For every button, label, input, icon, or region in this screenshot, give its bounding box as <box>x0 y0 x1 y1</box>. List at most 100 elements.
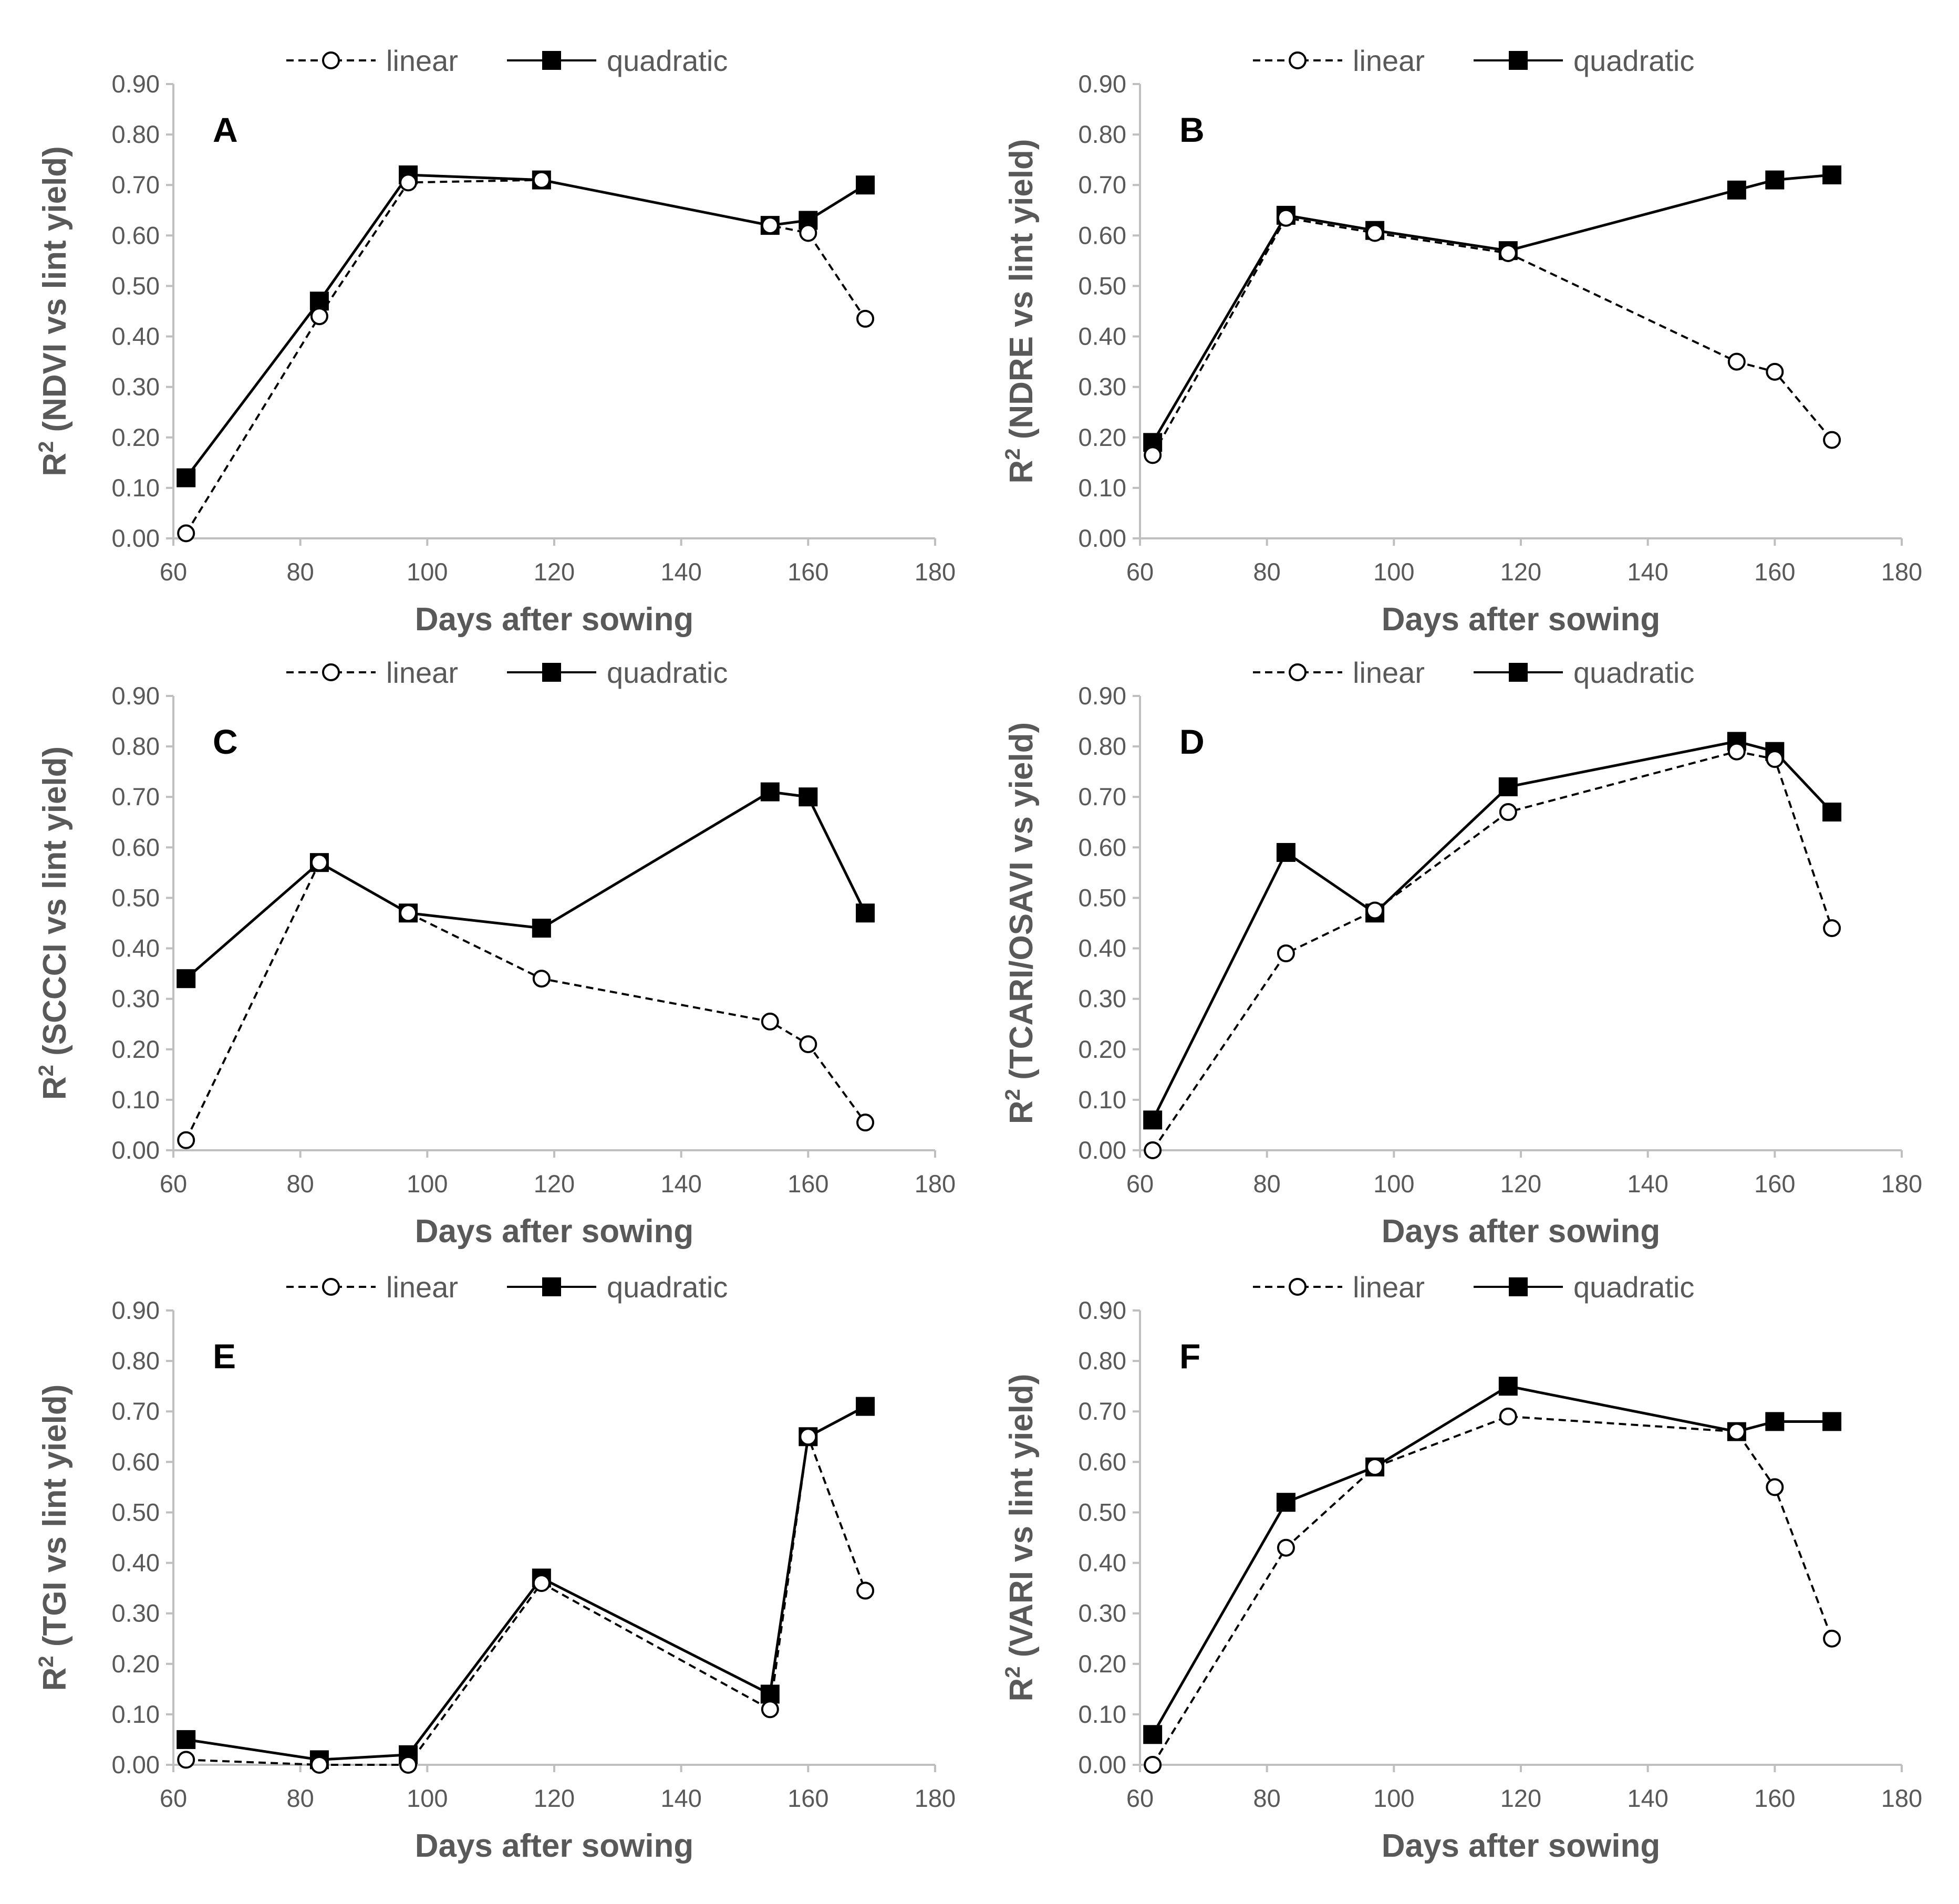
x-tick-label: 160 <box>1754 1170 1795 1198</box>
data-point-quadratic <box>1498 1377 1518 1396</box>
data-point-linear <box>761 216 779 235</box>
legend-linear-marker <box>322 51 340 69</box>
data-point-quadratic <box>1276 842 1295 862</box>
y-tick-label: 0.30 <box>1079 373 1126 401</box>
panel-c: 0.00 0.10 0.20 0.30 0.40 0.50 0.60 0.70 0.80 0.90… <box>35 656 956 1250</box>
y-axis-title-superscript: 2 <box>1001 1666 1024 1678</box>
y-tick-label: 0.40 <box>1079 322 1126 350</box>
data-point-linear <box>1823 431 1841 449</box>
y-tick-label: 0.40 <box>1079 1549 1126 1577</box>
x-tick-label: 140 <box>660 558 701 586</box>
y-tick-label: 0.80 <box>112 732 160 760</box>
legend-linear-label: linear <box>386 1271 458 1304</box>
data-point-quadratic <box>177 969 196 989</box>
legend-linear-label: linear <box>1353 44 1425 77</box>
x-axis-title: Days after sowing <box>415 1213 694 1250</box>
x-axis-title: Days after sowing <box>1382 601 1661 638</box>
y-tick-label: 0.70 <box>1079 1397 1126 1425</box>
legend-linear-marker <box>1289 663 1307 681</box>
y-tick-label: 0.40 <box>112 934 160 962</box>
x-tick-label: 100 <box>1373 558 1414 586</box>
y-axis-title-superscript: 2 <box>35 1656 58 1667</box>
y-tick-label: 0.70 <box>1079 783 1126 810</box>
y-tick-label: 0.60 <box>112 1448 160 1475</box>
x-tick-label: 160 <box>1754 558 1795 586</box>
x-tick-label: 180 <box>1881 1170 1922 1198</box>
y-tick-label: 0.90 <box>1079 682 1126 710</box>
y-axis-title: R2 (VARI vs lint yield) <box>1001 1374 1040 1702</box>
x-tick-label: 60 <box>1126 1784 1154 1812</box>
y-tick-label: 0.60 <box>1079 833 1126 861</box>
legend-quadratic-label: quadratic <box>1573 44 1694 77</box>
x-tick-label: 160 <box>1754 1784 1795 1812</box>
y-tick-label: 0.70 <box>112 783 160 810</box>
y-tick-label: 0.10 <box>112 1086 160 1114</box>
y-tick-label: 0.00 <box>112 1136 160 1164</box>
data-point-linear <box>1499 803 1517 821</box>
legend-quadratic-marker <box>542 51 561 70</box>
y-tick-label: 0.40 <box>112 1549 160 1577</box>
y-axis-title-text: (SCCCI vs lint yield) <box>37 746 73 1065</box>
x-tick-label: 80 <box>1253 558 1281 586</box>
x-tick-label: 140 <box>1627 1170 1668 1198</box>
data-point-linear <box>177 524 195 543</box>
data-point-linear <box>1144 1756 1162 1774</box>
y-tick-label: 0.70 <box>112 171 160 199</box>
series-line-linear <box>1152 1415 1833 1766</box>
y-tick-label: 0.20 <box>1079 423 1126 451</box>
y-tick-label: 0.40 <box>112 322 160 350</box>
data-point-quadratic <box>1822 803 1842 822</box>
data-point-linear <box>1727 1422 1746 1441</box>
legend-quadratic-label: quadratic <box>607 656 728 689</box>
data-point-quadratic <box>177 1730 196 1749</box>
y-tick-label: 0.10 <box>112 1700 160 1728</box>
data-point-quadratic <box>799 211 818 230</box>
data-point-linear <box>856 309 875 328</box>
data-point-quadratic <box>1822 165 1842 184</box>
data-point-linear <box>1144 1141 1162 1159</box>
legend-quadratic-label: quadratic <box>607 1271 728 1304</box>
panel-label: C <box>213 722 238 761</box>
y-tick-label: 0.00 <box>112 1751 160 1778</box>
x-tick-label: 140 <box>1627 558 1668 586</box>
data-point-linear <box>1766 1478 1784 1496</box>
y-tick-label: 0.20 <box>1079 1035 1126 1063</box>
y-axis-title: R2 (NDRE vs lint yield) <box>1001 139 1040 483</box>
panel-d: 0.00 0.10 0.20 0.30 0.40 0.50 0.60 0.70 0.80 0.90… <box>1001 656 1922 1250</box>
series-line-quadratic <box>185 790 867 980</box>
legend-quadratic-label: quadratic <box>607 44 728 77</box>
data-point-linear <box>1823 1629 1841 1648</box>
x-tick-label: 80 <box>287 1170 314 1198</box>
x-tick-label: 120 <box>1500 1784 1541 1812</box>
y-tick-label: 0.50 <box>112 1498 160 1526</box>
y-axis-title: R2 (SCCCI vs lint yield) <box>35 746 73 1100</box>
data-point-linear <box>1823 919 1841 938</box>
y-tick-label: 0.30 <box>1079 1599 1126 1627</box>
y-tick-label: 0.50 <box>1079 1498 1126 1526</box>
data-point-quadratic <box>799 787 818 807</box>
y-tick-label: 0.60 <box>1079 1448 1126 1475</box>
y-axis-title-superscript: 2 <box>1001 1089 1024 1100</box>
y-axis-title-superscript: 2 <box>35 441 58 453</box>
y-axis-title-text: (NDRE vs lint yield) <box>1003 139 1040 448</box>
legend-linear-marker <box>322 1278 340 1296</box>
data-point-linear <box>1277 209 1295 227</box>
legend-quadratic-marker <box>1509 51 1528 70</box>
legend-linear-label: linear <box>1353 1271 1425 1304</box>
x-tick-label: 60 <box>160 1784 187 1812</box>
y-tick-label: 0.20 <box>112 423 160 451</box>
series-line-linear <box>1152 216 1833 456</box>
y-tick-label: 0.50 <box>1079 883 1126 911</box>
data-point-linear <box>532 970 551 988</box>
data-point-quadratic <box>1276 1493 1295 1512</box>
x-tick-label: 80 <box>1253 1784 1281 1812</box>
y-tick-label: 0.40 <box>1079 934 1126 962</box>
y-tick-label: 0.00 <box>1079 1751 1126 1778</box>
y-axis-title-r: R <box>1003 1678 1040 1702</box>
data-point-quadratic <box>1498 777 1518 796</box>
y-tick-label: 0.20 <box>112 1035 160 1063</box>
x-tick-label: 80 <box>1253 1170 1281 1198</box>
y-tick-label: 0.10 <box>1079 1700 1126 1728</box>
data-point-quadratic <box>309 292 329 311</box>
x-tick-label: 140 <box>660 1170 701 1198</box>
